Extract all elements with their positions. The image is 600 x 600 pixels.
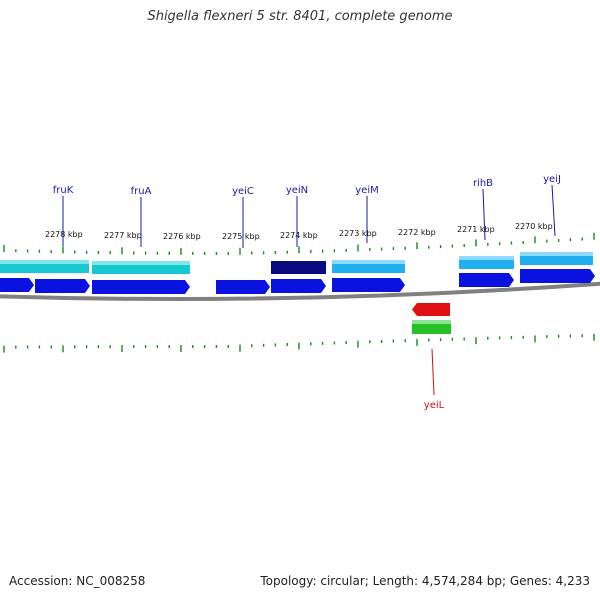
- kbp-label: 2278 kbp: [45, 230, 83, 239]
- map-title: Shigella flexneri 5 str. 8401, complete …: [147, 9, 453, 24]
- feature-track-upper: [0, 252, 593, 274]
- cds-arrow-forward: [520, 269, 595, 283]
- kbp-label: 2275 kbp: [222, 232, 260, 241]
- gene-label-yeiC: yeiC: [232, 186, 254, 197]
- gene-leader-line: [482, 188, 486, 241]
- kbp-label: 2271 kbp: [457, 225, 495, 234]
- ticks-inner: [3, 333, 595, 353]
- cds-block-highlight: [92, 261, 190, 265]
- cds-arrow-forward: [35, 279, 90, 293]
- gene-label-fruA: fruA: [131, 186, 152, 197]
- ticks-outer: [3, 232, 595, 255]
- kbp-label: 2270 kbp: [515, 222, 553, 231]
- cds-arrow-reverse-yeiL: [412, 303, 450, 316]
- accession-text: Accession: NC_008258: [9, 574, 146, 588]
- cds-block-highlight: [412, 320, 451, 324]
- cds-arrow-forward: [332, 278, 405, 292]
- cds-block-highlight: [459, 256, 514, 260]
- kbp-label: 2274 kbp: [280, 231, 318, 240]
- gene-label-yeiN: yeiN: [286, 185, 308, 196]
- gene-leader-line: [431, 348, 435, 396]
- gene-label-yeiL: yeiL: [424, 400, 445, 411]
- genome-stats-text: Topology: circular; Length: 4,574,284 bp…: [260, 574, 590, 588]
- feature-track-forward: [0, 269, 595, 294]
- cds-arrow-forward: [92, 280, 190, 294]
- kbp-label: 2272 kbp: [398, 228, 436, 237]
- cds-arrow-forward: [0, 278, 34, 292]
- cds-block-navy: [271, 261, 326, 274]
- gene-label-yeiJ: yeiJ: [543, 174, 561, 185]
- cds-block-highlight: [0, 260, 89, 264]
- kbp-label: 2276 kbp: [163, 232, 201, 241]
- cds-block-highlight: [332, 260, 405, 264]
- genome-backbone: [0, 281, 600, 302]
- gene-label-fruK: fruK: [53, 185, 74, 196]
- cds-arrow-forward: [216, 280, 270, 294]
- gene-label-rihB: rihB: [473, 178, 493, 189]
- cds-arrow-forward: [271, 279, 326, 293]
- kbp-label: 2273 kbp: [339, 229, 377, 238]
- kbp-label: 2277 kbp: [104, 231, 142, 240]
- gene-label-yeiM: yeiM: [355, 185, 378, 196]
- cds-block-highlight: [520, 252, 593, 256]
- gene-leader-line: [551, 184, 556, 237]
- cds-arrow-forward: [459, 273, 514, 287]
